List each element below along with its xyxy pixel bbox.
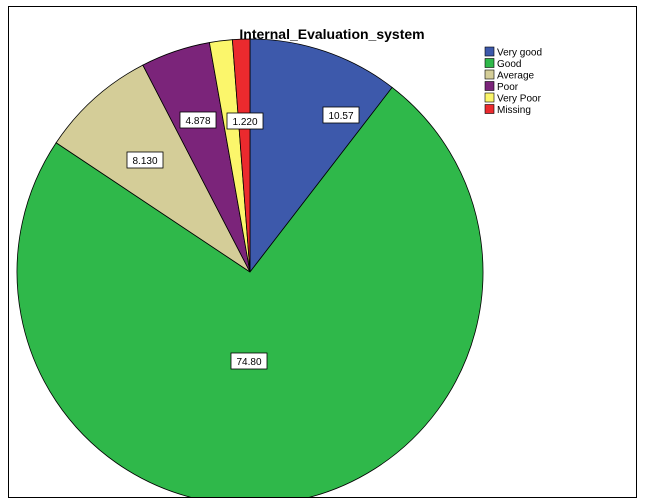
legend-item-average: Average — [484, 69, 535, 82]
pie-slice-very-good — [249, 38, 393, 274]
data-labels: 10.57 74.80 8.130 4.878 1.220 — [126, 106, 360, 370]
legend-item-poor: Poor — [484, 81, 519, 93]
svg-text:10.57: 10.57 — [328, 111, 353, 122]
legend-label: Good — [497, 59, 521, 70]
legend-item-very-good: Very good — [484, 46, 542, 59]
data-label-very-good: 10.57 — [322, 106, 360, 124]
legend-swatch — [484, 58, 495, 68]
pie-slice-missing — [231, 38, 251, 273]
chart-frame: Internal_Evaluation_system 10.57 74.80 8.1… — [8, 6, 637, 498]
data-label-average: 8.130 — [126, 151, 164, 169]
data-label-poor: 4.878 — [179, 111, 217, 129]
legend-item-good: Good — [484, 58, 521, 70]
data-label-missing: 1.220 — [226, 112, 264, 130]
svg-text:4.878: 4.878 — [185, 116, 210, 127]
data-label-good: 74.80 — [230, 352, 268, 370]
legend-label: Very Poor — [497, 94, 542, 105]
legend-swatch — [484, 81, 495, 91]
legend-swatch — [484, 46, 495, 57]
pie-slice-average — [55, 64, 251, 273]
legend-item-missing: Missing — [484, 104, 531, 116]
chart-title: Internal_Evaluation_system — [239, 26, 424, 42]
legend-swatch — [484, 104, 495, 114]
legend-label: Poor — [497, 82, 519, 93]
legend-item-very-poor: Very Poor — [484, 92, 542, 105]
legend-swatch — [484, 92, 495, 103]
pie-chart: Internal_Evaluation_system 10.57 74.80 8.1… — [16, 26, 542, 497]
svg-text:1.220: 1.220 — [232, 117, 257, 128]
legend-label: Very good — [497, 48, 542, 59]
pie-slice-good — [16, 86, 484, 497]
pie-slices — [16, 38, 484, 497]
svg-text:8.130: 8.130 — [132, 156, 157, 167]
legend-label: Missing — [497, 105, 531, 116]
legend-label: Average — [497, 71, 535, 82]
svg-text:74.80: 74.80 — [236, 357, 261, 368]
legend-swatch — [484, 69, 495, 80]
